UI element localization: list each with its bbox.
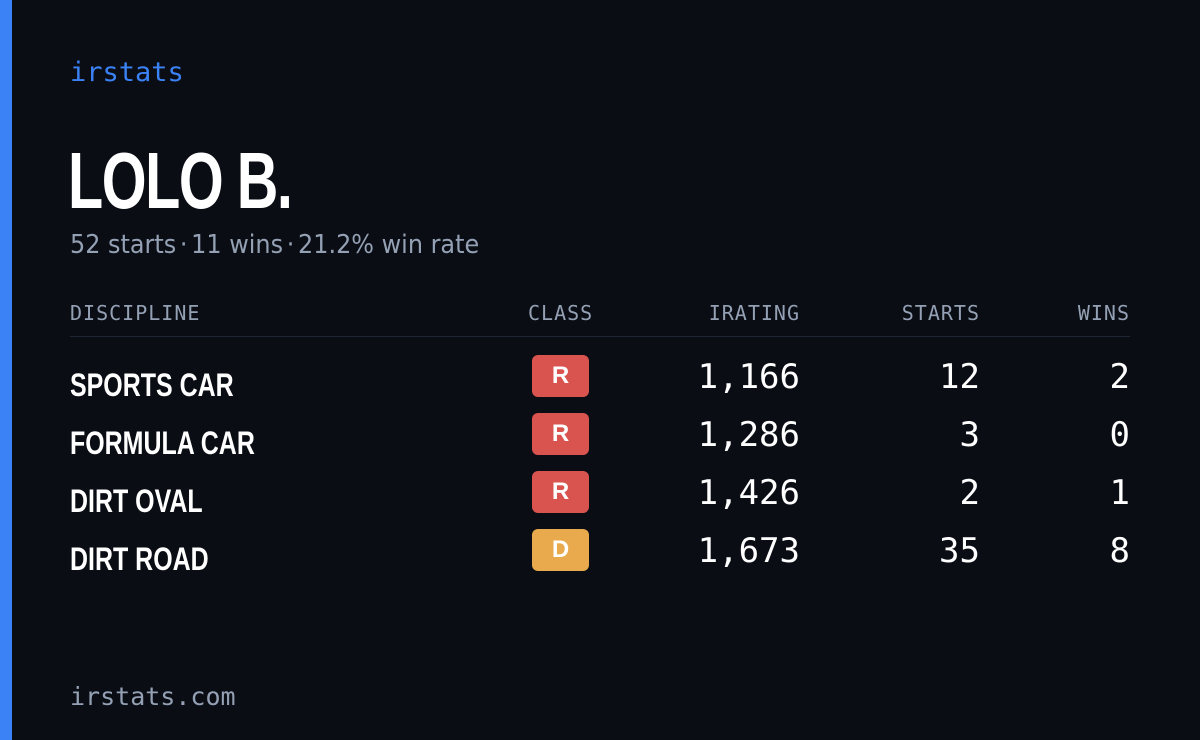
table-row: DIRT OVAL R 1,426 2 1 [70,469,1130,527]
discipline-name: DIRT ROAD [70,541,209,577]
header-starts: STARTS [901,301,980,325]
starts-value: 2 [959,473,980,513]
starts-summary: 52 starts [70,230,177,260]
header-wins: WINS [1077,301,1130,325]
discipline-name: SPORTS CAR [70,367,234,403]
license-class-badge: R [532,355,589,397]
table-row: DIRT ROAD D 1,673 35 8 [70,527,1130,585]
license-class-badge: D [532,529,589,571]
career-summary: 52 starts · 11 wins · 21.2% win rate [70,228,479,262]
discipline-name: DIRT OVAL [70,483,203,519]
site-url: irstats.com [70,682,236,711]
wins-value: 8 [1109,531,1130,571]
summary-separator: · [286,230,295,260]
irating-value: 1,286 [697,415,800,455]
wins-value: 0 [1109,415,1130,455]
player-name: LOLO B. [68,136,293,225]
license-class-badge: R [532,413,589,455]
irating-value: 1,673 [697,531,800,571]
license-class-badge: R [532,471,589,513]
discipline-name: FORMULA CAR [70,425,255,461]
wins-summary: 11 wins [191,230,284,260]
table-header: DISCIPLINE CLASS IRATING STARTS WINS [70,296,1130,337]
table-row: FORMULA CAR R 1,286 3 0 [70,411,1130,469]
brand-logo-text: irstats [70,57,184,88]
irating-value: 1,426 [697,473,800,513]
irating-value: 1,166 [697,357,800,397]
win-rate-summary: 21.2% win rate [298,230,480,260]
summary-separator: · [179,230,188,260]
header-irating: IRATING [708,301,800,325]
starts-value: 3 [959,415,980,455]
header-discipline: DISCIPLINE [70,301,201,325]
discipline-stats-table: DISCIPLINE CLASS IRATING STARTS WINS SPO… [70,296,1130,585]
wins-value: 1 [1109,473,1130,513]
starts-value: 12 [939,357,980,397]
wins-value: 2 [1109,357,1130,397]
accent-bar [0,0,12,740]
table-body: SPORTS CAR R 1,166 12 2 FORMULA CAR R 1,… [70,353,1130,585]
starts-value: 35 [939,531,980,571]
header-class: CLASS [528,301,594,325]
table-row: SPORTS CAR R 1,166 12 2 [70,353,1130,411]
